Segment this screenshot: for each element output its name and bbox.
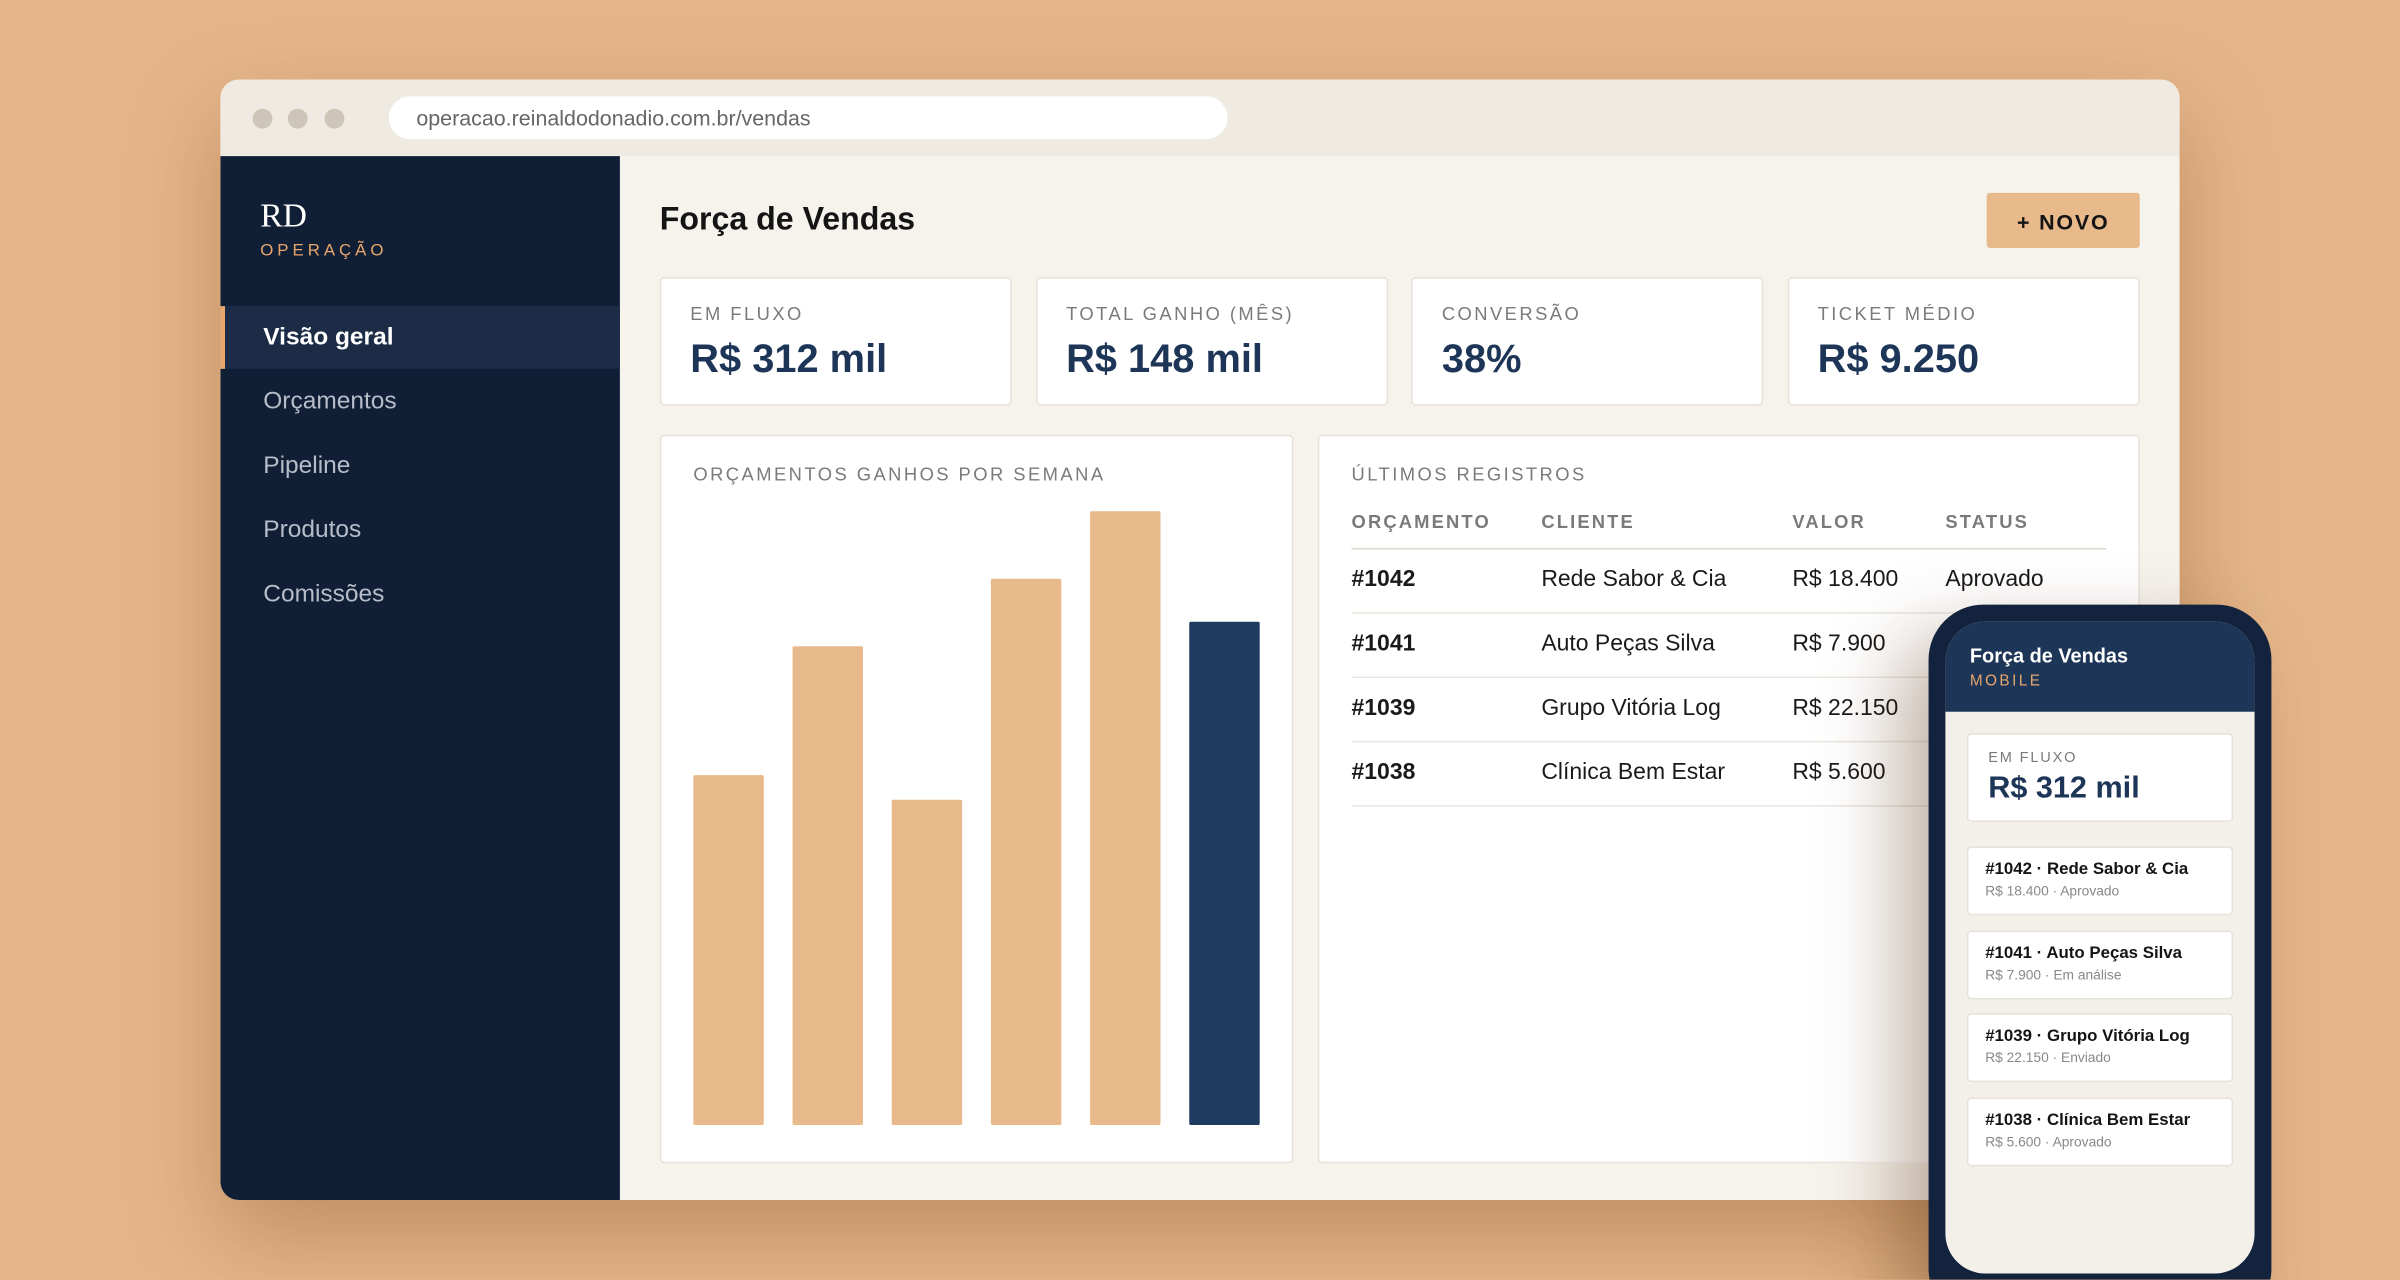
phone-item-title: #1042 · Rede Sabor & Cia (1985, 860, 2189, 879)
kpi-value: R$ 9.250 (1817, 335, 1980, 382)
kpi-label: TOTAL GANHO (MÊS) (1066, 303, 1295, 325)
table-cell: #1042 (1351, 566, 1416, 593)
logo: RD (260, 195, 307, 235)
bar (693, 775, 764, 1125)
phone-item-detail: R$ 5.600 · Aprovado (1985, 1134, 2112, 1150)
phone-header (1945, 621, 2255, 712)
row-rule (1351, 676, 2107, 679)
table-cell: R$ 22.150 (1792, 694, 1899, 721)
new-button-label[interactable]: + NOVO (2016, 209, 2110, 235)
table-cell: Grupo Vitória Log (1541, 694, 1721, 721)
phone-shadow-fade (1812, 584, 1935, 1164)
phone-item[interactable] (1966, 1097, 2234, 1167)
url: operacao.reinaldodonadio.com.br/vendas (416, 105, 811, 131)
row-rule (1351, 805, 2107, 807)
column-header: STATUS (1945, 511, 2030, 533)
nav-item[interactable]: Pipeline (263, 453, 351, 480)
window-dot (252, 108, 273, 129)
table-cell: R$ 5.600 (1792, 759, 1886, 786)
phone-item-detail: R$ 22.150 · Enviado (1985, 1050, 2111, 1066)
phone-item-title: #1039 · Grupo Vitória Log (1985, 1027, 2190, 1046)
chart-title: ORÇAMENTOS GANHOS POR SEMANA (693, 463, 1106, 486)
phone-kpi-value: R$ 312 mil (1988, 771, 2140, 806)
kpi-value: R$ 312 mil (690, 335, 888, 382)
nav-active-bg (220, 306, 620, 369)
kpi-card (1035, 277, 1388, 406)
table-cell: #1038 (1351, 759, 1416, 786)
logo-subtitle: OPERAÇÃO (260, 241, 388, 261)
table-cell: R$ 18.400 (1792, 566, 1899, 593)
new-button[interactable] (1986, 192, 2140, 248)
table-title: ÚLTIMOS REGISTROS (1351, 463, 1587, 486)
header-rule (1351, 547, 2107, 550)
nav-item[interactable]: Produtos (263, 517, 362, 544)
phone-item-detail: R$ 18.400 · Aprovado (1985, 883, 2120, 899)
column-header: CLIENTE (1541, 511, 1635, 533)
kpi-value: 38% (1441, 335, 1522, 382)
row-rule (1351, 740, 2107, 743)
column-header: ORÇAMENTO (1351, 511, 1491, 533)
nav-item[interactable]: Comissões (263, 581, 385, 608)
phone-item[interactable] (1966, 846, 2234, 916)
kpi-value: R$ 148 mil (1066, 335, 1263, 382)
table-cell: Clínica Bem Estar (1541, 759, 1726, 786)
page-title: Força de Vendas (659, 202, 916, 238)
chart (693, 511, 1260, 1125)
phone-item-title: #1041 · Auto Peças Silva (1985, 943, 2183, 963)
phone-kpi (1966, 733, 2234, 822)
table-cell: #1041 (1351, 630, 1416, 657)
kpi-label: CONVERSÃO (1441, 303, 1582, 325)
kpi-label: EM FLUXO (690, 303, 804, 325)
nav-item[interactable]: Orçamentos (263, 388, 397, 415)
table-cell: Rede Sabor & Cia (1541, 566, 1727, 593)
phone-subtitle: MOBILE (1969, 673, 2043, 691)
chart-card (659, 434, 1294, 1164)
table-cell: #1039 (1351, 694, 1416, 721)
window-dot (324, 108, 345, 129)
phone-item[interactable] (1966, 930, 2234, 1000)
window-dot (287, 108, 308, 129)
kpi-card (659, 277, 1012, 406)
row-rule (1351, 612, 2107, 614)
phone-item-title: #1038 · Clínica Bem Estar (1985, 1111, 2191, 1130)
nav-item[interactable]: Visão geral (263, 324, 394, 351)
kpi-label: TICKET MÉDIO (1817, 303, 1978, 325)
url-bar[interactable] (388, 96, 1228, 140)
kpi-card (1786, 277, 2140, 406)
browser-window: operacao.reinaldodonadio.com.br/vendas R… (220, 79, 2180, 1200)
phone-item-detail: R$ 7.900 · Em análise (1985, 966, 2122, 983)
phone-kpi-label: EM FLUXO (1988, 749, 2078, 767)
bar (1189, 621, 1260, 1125)
phone-item[interactable] (1966, 1013, 2234, 1083)
table-cell: Auto Peças Silva (1541, 630, 1715, 657)
table-cell: R$ 7.900 (1792, 630, 1886, 657)
kpi-card (1411, 277, 1764, 406)
table-cell: Aprovado (1945, 566, 2044, 593)
phone-title: Força de Vendas (1969, 644, 2129, 668)
bar (792, 646, 863, 1125)
bar (1090, 511, 1161, 1125)
bar (990, 578, 1062, 1125)
bar (891, 799, 963, 1125)
column-header: VALOR (1792, 511, 1866, 533)
